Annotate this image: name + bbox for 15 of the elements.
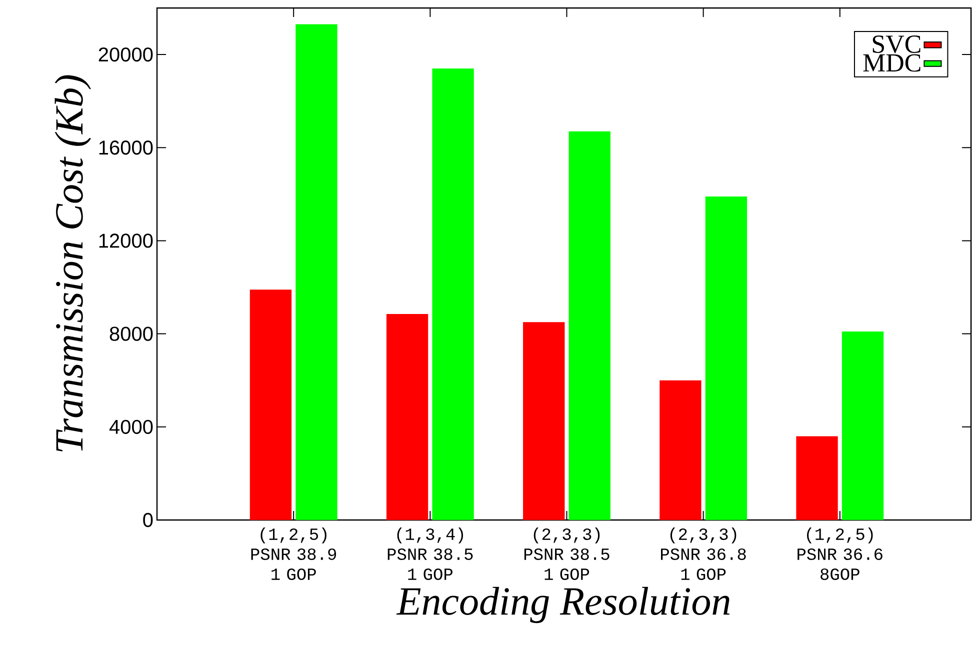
x-tick-label: (2,3,3) PSNR 38.5 1 GOP: [524, 528, 610, 580]
y-tick-label: 12000: [99, 234, 153, 248]
legend-label: SVC: [872, 36, 920, 54]
y-tick-label: 0: [143, 512, 153, 528]
x-tick-label: (1,3,4) PSNR 38.5 1 GOP: [388, 528, 473, 580]
x-axis-title: Encoding Resolution: [396, 586, 730, 624]
y-tick-label: 4000: [109, 420, 153, 434]
y-tick-label: 20000: [98, 47, 153, 62]
x-tick-label: (1,2,5) PSNR 38.9 1 GOP: [251, 528, 336, 580]
legend-label: MDC: [863, 54, 920, 72]
y-tick-label: 8000: [110, 326, 153, 341]
x-tick-label: (1,2,5) PSNR 36.6 8GOP: [798, 528, 882, 580]
y-axis-title: Transmission Cost (Kb): [54, 75, 92, 452]
x-tick-label: (2,3,3) PSNR 36.8 1 GOP: [661, 528, 746, 580]
y-tick-label: 16000: [99, 140, 153, 155]
